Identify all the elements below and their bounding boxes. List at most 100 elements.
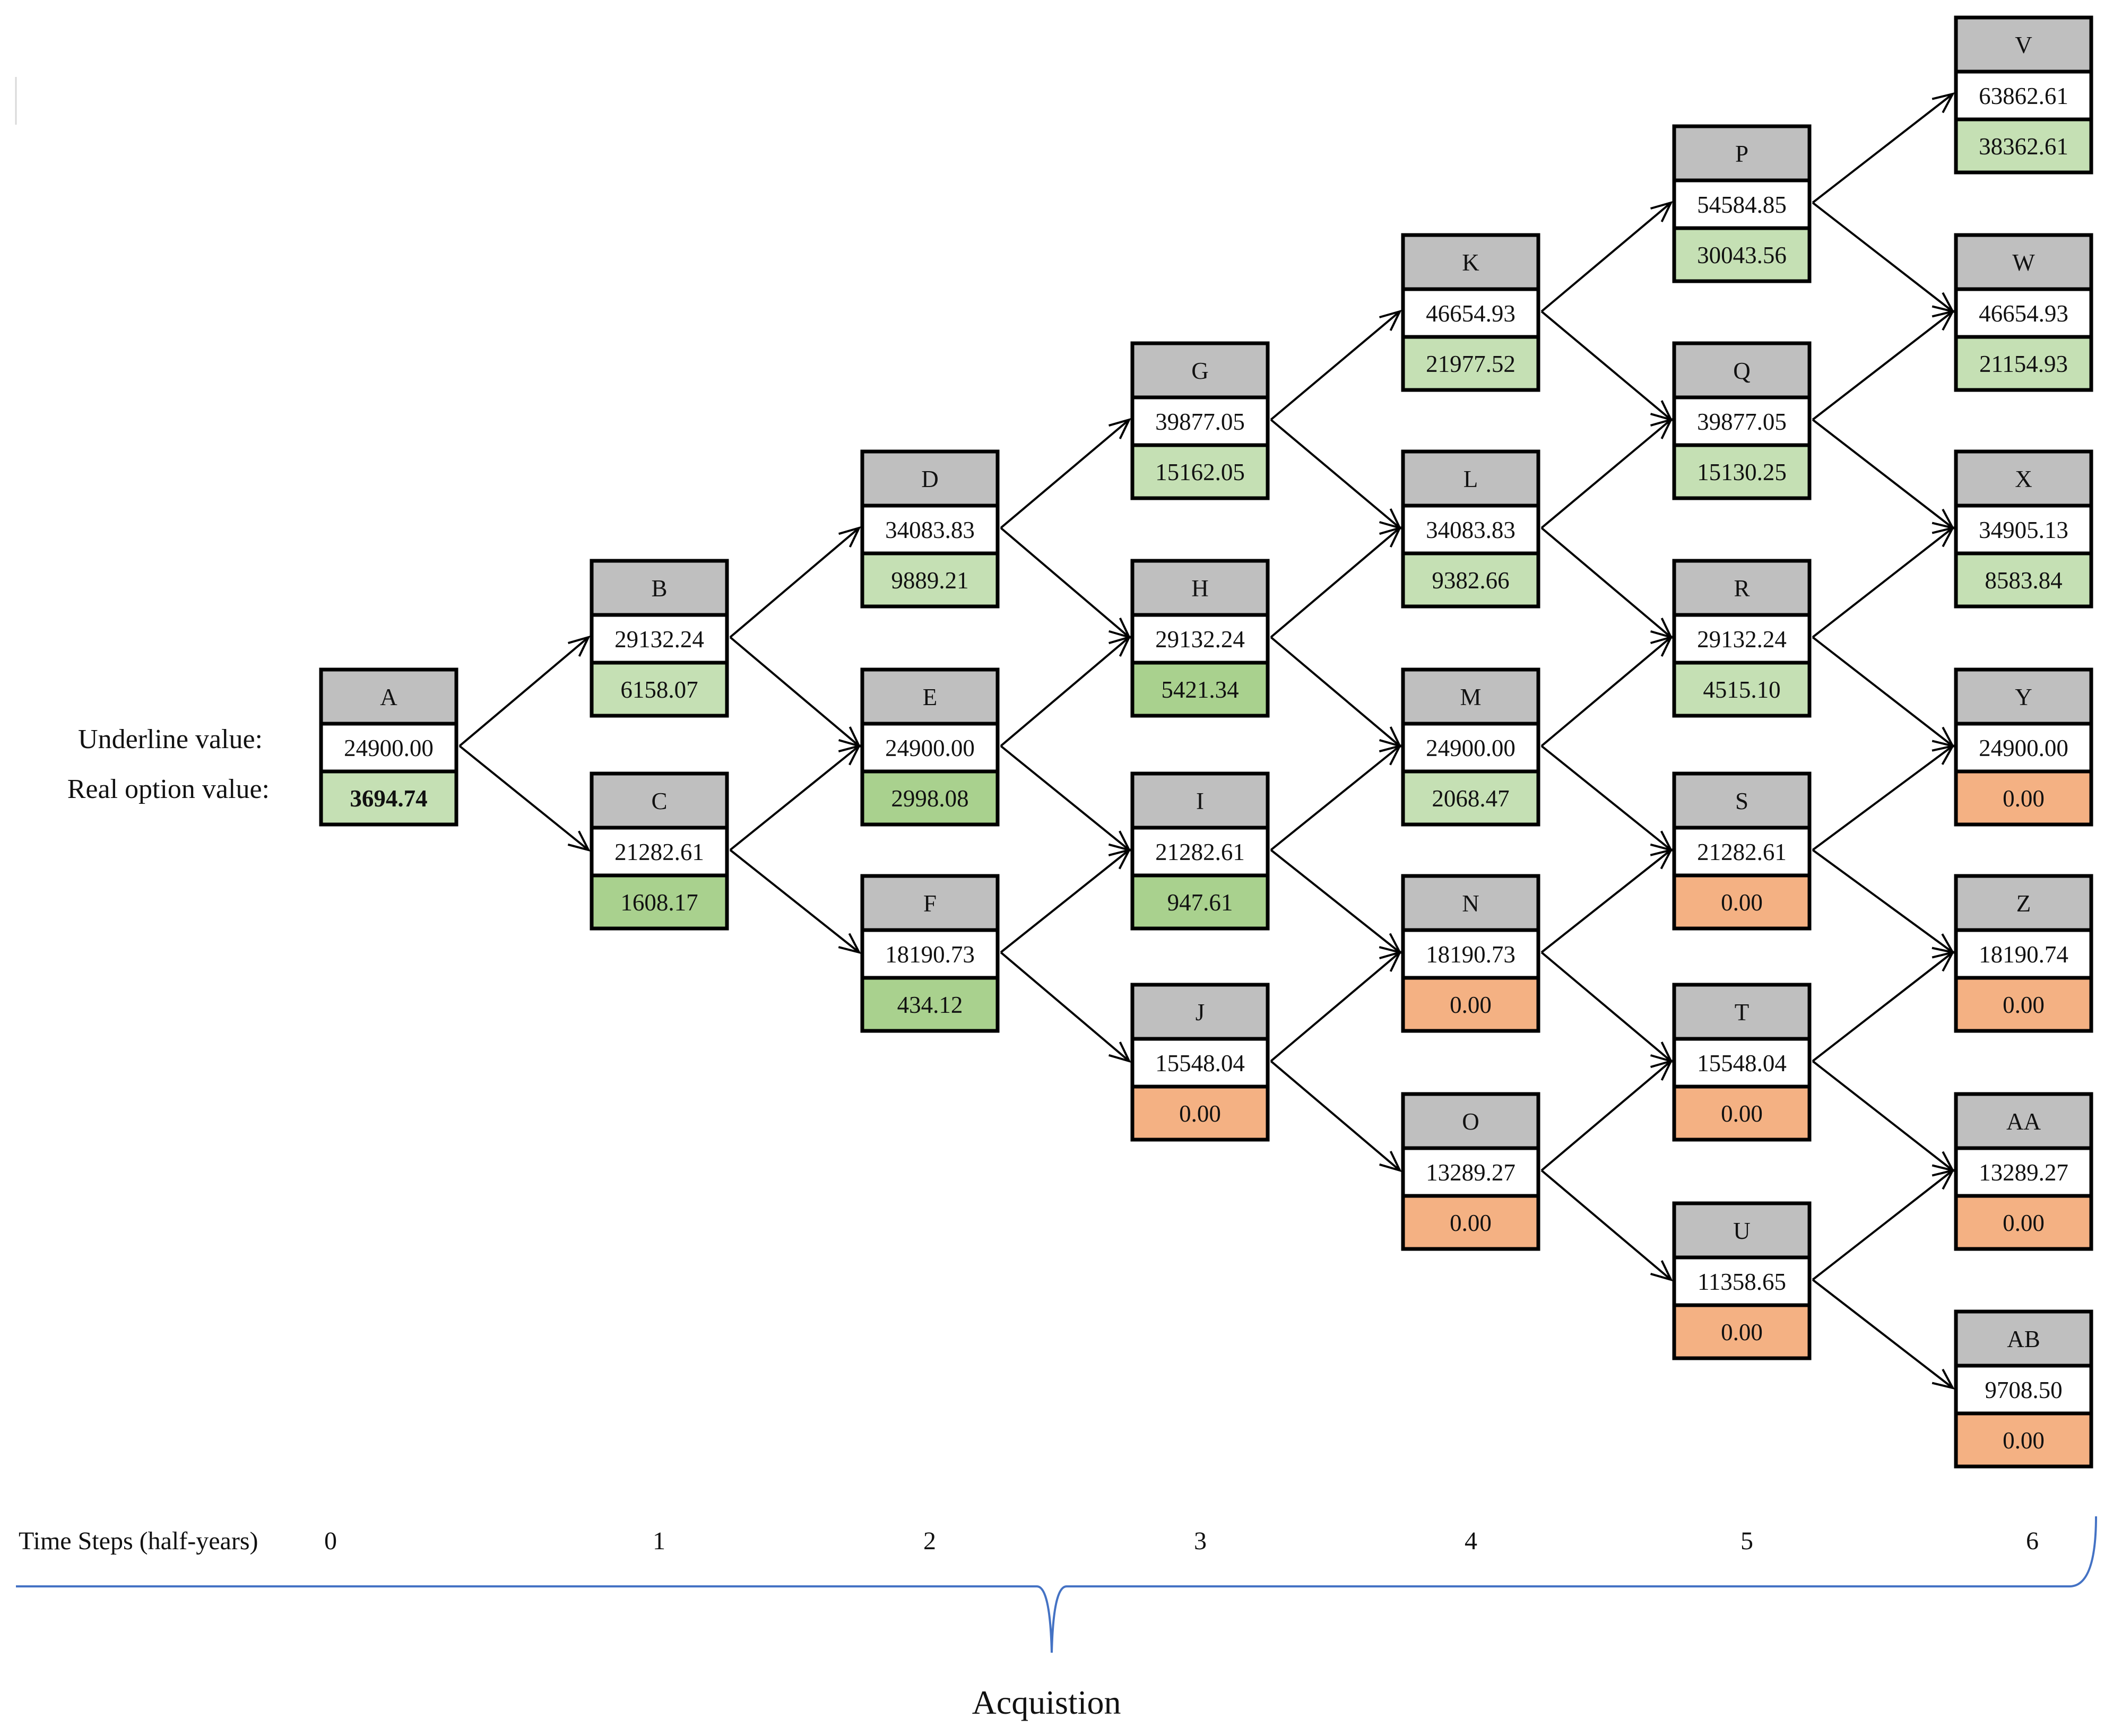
- real-option-value: 0.00: [2003, 992, 2045, 1018]
- edge-P-W: [1812, 202, 1955, 314]
- real-option-value: 0.00: [2003, 1427, 2045, 1454]
- edge-E-I: [1000, 745, 1131, 852]
- node-option-cell: [860, 976, 1000, 1033]
- real-option-value: 0.00: [2003, 1210, 2045, 1236]
- node-d: D 34083.83 9889.21: [860, 449, 1000, 609]
- edge-J-O: [1270, 1060, 1402, 1173]
- node-underline-cell: [1954, 1146, 2093, 1198]
- acquisition-label: Acquistion: [972, 1683, 1121, 1721]
- node-ab: AB 9708.50 0.00: [1954, 1309, 2093, 1469]
- edge-T-AA: [1812, 1060, 1955, 1173]
- real-option-value: 9889.21: [891, 567, 968, 594]
- node-label: K: [1462, 249, 1479, 276]
- underline-value: 13289.27: [1426, 1159, 1516, 1186]
- underline-value: 63862.61: [1979, 83, 2068, 109]
- node-underline-cell: [590, 826, 729, 878]
- underline-value: 24900.00: [885, 735, 975, 761]
- node-underline-cell: [1130, 395, 1270, 447]
- edge-J-N: [1270, 950, 1402, 1062]
- node-aa: AA 13289.27 0.00: [1954, 1092, 2093, 1251]
- node-option-cell: [860, 551, 1000, 609]
- time-step-axis: 0 1 2 3 4 5 6: [324, 1527, 2039, 1555]
- edge-G-L: [1270, 419, 1402, 530]
- node-k: K 46654.93 21977.52: [1401, 233, 1540, 392]
- edge-B-D: [729, 526, 861, 638]
- node-b: B 29132.24 6158.07: [590, 559, 729, 718]
- edge-U-AA: [1812, 1168, 1955, 1281]
- node-option-cell: [1401, 1194, 1540, 1251]
- node-option-cell: [590, 873, 729, 931]
- node-option-cell: [1401, 769, 1540, 827]
- time-step-0: 0: [324, 1527, 337, 1555]
- node-label: Z: [2016, 890, 2031, 917]
- edge-Q-X: [1812, 419, 1955, 530]
- edge-Q-W: [1812, 310, 1955, 421]
- underline-value-label: Underline value:: [78, 724, 263, 754]
- node-option-cell: [1672, 443, 1812, 500]
- real-option-value: 4515.10: [1703, 676, 1780, 703]
- real-option-value: 2998.08: [891, 785, 968, 812]
- edge-P-V: [1812, 92, 1955, 204]
- node-underline-cell: [1954, 928, 2093, 980]
- node-label-cell: [1954, 1092, 2093, 1150]
- node-label-cell: [1130, 559, 1270, 617]
- edge-A-B: [458, 635, 591, 747]
- node-j: J 15548.04 0.00: [1130, 983, 1270, 1142]
- underline-value: 39877.05: [1155, 409, 1245, 435]
- edge-C-E: [729, 744, 861, 851]
- node-f: F 18190.73 434.12: [860, 874, 1000, 1033]
- node-g: G 39877.05 15162.05: [1130, 341, 1270, 500]
- node-option-cell: [1954, 1194, 2093, 1251]
- real-option-value: 21977.52: [1426, 351, 1516, 377]
- node-label-cell: [860, 874, 1000, 932]
- edge-F-J: [1000, 951, 1131, 1063]
- node-option-cell: [1130, 873, 1270, 931]
- edge-O-U: [1540, 1169, 1673, 1282]
- node-label-cell: [1954, 1309, 2093, 1368]
- node-label-cell: [1954, 667, 2093, 726]
- node-underline-cell: [1954, 287, 2093, 339]
- node-o: O 13289.27 0.00: [1401, 1092, 1540, 1251]
- node-option-cell: [860, 769, 1000, 827]
- node-option-cell: [1954, 769, 2093, 827]
- node-underline-cell: [860, 928, 1000, 980]
- edge-B-E: [729, 636, 861, 748]
- real-option-value: 2068.47: [1432, 785, 1509, 812]
- node-option-cell: [590, 661, 729, 718]
- node-l: L 34083.83 9382.66: [1401, 449, 1540, 609]
- node-option-cell: [1130, 443, 1270, 500]
- underline-value: 34905.13: [1979, 517, 2068, 543]
- real-option-value: 15162.05: [1155, 459, 1245, 485]
- node-underline-cell: [1954, 722, 2093, 774]
- underline-value: 15548.04: [1697, 1050, 1787, 1077]
- underline-value: 24900.00: [1979, 735, 2068, 761]
- node-label: B: [651, 575, 667, 602]
- edge-M-R: [1540, 635, 1673, 747]
- edge-H-L: [1270, 526, 1402, 638]
- node-c: C 21282.61 1608.17: [590, 771, 729, 931]
- node-s: S 21282.61 0.00: [1672, 771, 1812, 931]
- edge-D-H: [1000, 527, 1131, 639]
- time-step-2: 2: [923, 1527, 936, 1555]
- node-label-cell: [590, 559, 729, 617]
- underline-value: 29132.24: [1697, 626, 1787, 653]
- node-label: G: [1191, 358, 1209, 384]
- node-v: V 63862.61 38362.61: [1954, 15, 2093, 175]
- edge-H-M: [1270, 636, 1402, 748]
- underline-value: 18190.74: [1979, 941, 2068, 968]
- node-underline-cell: [1672, 395, 1812, 447]
- node-underline-cell: [1130, 1037, 1270, 1089]
- edge-D-G: [1000, 418, 1131, 529]
- real-option-value: 434.12: [897, 992, 963, 1018]
- edge-U-AB: [1812, 1279, 1955, 1390]
- edges: [458, 92, 1955, 1390]
- edge-R-Y: [1812, 636, 1955, 748]
- edge-F-I: [1000, 848, 1131, 953]
- real-option-value: 8583.84: [1985, 567, 2062, 594]
- underline-value: 18190.73: [885, 941, 975, 968]
- node-label: U: [1733, 1218, 1751, 1244]
- edge-K-P: [1540, 201, 1673, 313]
- edge-L-R: [1540, 527, 1673, 639]
- node-option-cell: [1672, 226, 1812, 283]
- node-label: AA: [2006, 1108, 2041, 1135]
